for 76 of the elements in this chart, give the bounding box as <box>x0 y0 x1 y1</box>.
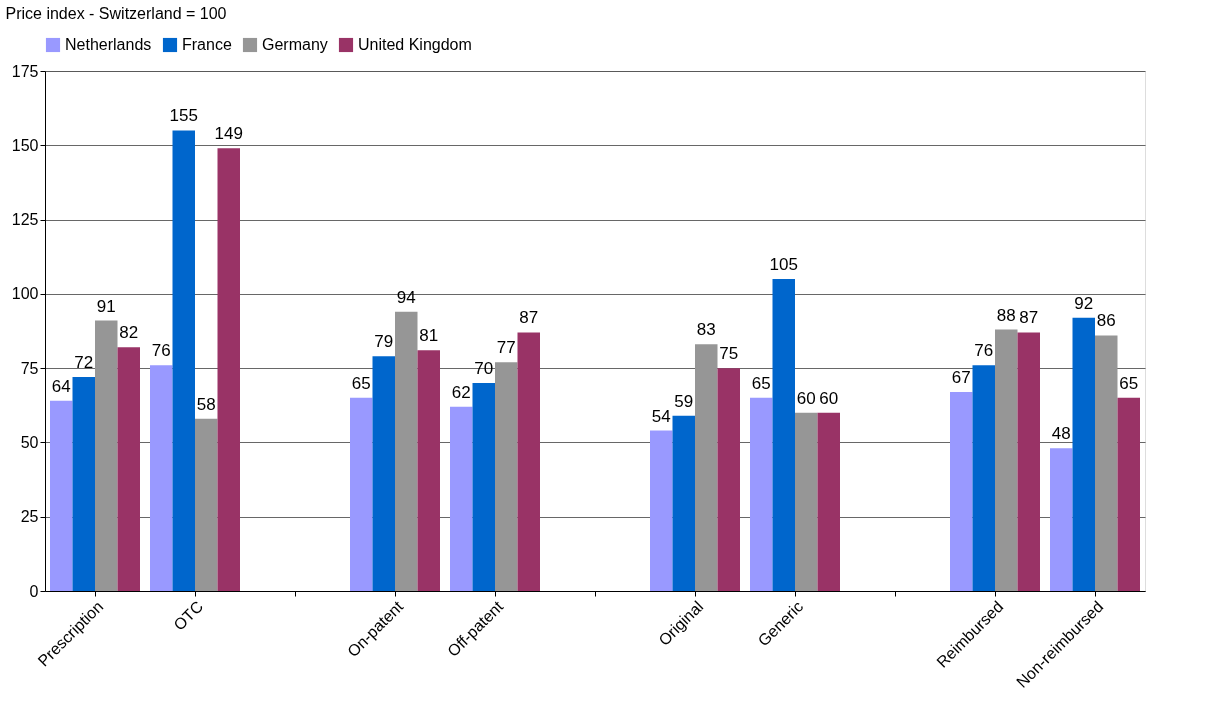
bar <box>650 430 673 591</box>
data-label: 77 <box>496 338 516 358</box>
y-tick-label: 50 <box>20 433 39 451</box>
data-label: 76 <box>974 341 994 361</box>
bar <box>1095 335 1118 591</box>
data-label: 88 <box>996 305 1016 325</box>
y-tick-label: 0 <box>29 582 39 600</box>
bar <box>495 362 518 591</box>
legend-label: United Kingdom <box>358 36 472 53</box>
bar <box>350 397 373 591</box>
y-tick-label: 175 <box>11 62 39 80</box>
data-label: 72 <box>74 353 94 373</box>
bar <box>817 412 840 591</box>
y-axis-title: Price index - Switzerland = 100 <box>5 4 227 22</box>
x-tick-label: OTC <box>170 597 207 634</box>
data-label: 75 <box>719 344 739 364</box>
y-tick-label: 75 <box>20 359 39 377</box>
bar <box>450 406 473 591</box>
data-label: 83 <box>696 320 716 340</box>
bar <box>117 347 140 591</box>
data-label: 67 <box>951 367 971 387</box>
bar <box>695 344 718 591</box>
bar <box>472 383 495 591</box>
data-label: 54 <box>651 406 671 426</box>
data-label: 105 <box>769 255 798 274</box>
bar <box>750 397 773 591</box>
data-label: 60 <box>819 388 839 408</box>
bar <box>1117 397 1140 591</box>
bar <box>950 391 973 591</box>
data-label: 65 <box>351 373 371 393</box>
data-label: 60 <box>796 388 816 408</box>
data-label: 81 <box>419 326 439 346</box>
data-label: 65 <box>751 373 771 393</box>
bar <box>1017 332 1040 591</box>
data-label: 87 <box>519 308 539 328</box>
bar <box>195 418 218 591</box>
data-label: 86 <box>1096 311 1116 331</box>
data-label: 48 <box>1051 424 1071 444</box>
bar <box>217 148 240 591</box>
data-label: 65 <box>1119 373 1139 393</box>
data-label: 87 <box>1019 308 1039 328</box>
bar <box>672 415 695 591</box>
y-tick-label: 25 <box>20 508 39 526</box>
data-label: 155 <box>169 106 198 126</box>
bar <box>772 279 795 591</box>
data-label: 79 <box>374 332 394 352</box>
bar <box>50 400 73 591</box>
data-label: 64 <box>51 376 71 396</box>
data-label: 92 <box>1074 293 1094 313</box>
bar <box>717 368 740 591</box>
legend-label: Germany <box>262 36 328 53</box>
y-tick-label: 125 <box>11 211 39 229</box>
legend-label: France <box>182 36 232 53</box>
data-label: 91 <box>96 296 116 316</box>
y-tick-label: 150 <box>11 136 39 154</box>
legend-label: Netherlands <box>65 36 152 53</box>
data-label: 62 <box>451 382 471 402</box>
data-label: 149 <box>214 124 243 144</box>
data-label: 82 <box>119 323 139 343</box>
data-label: 58 <box>196 394 216 414</box>
data-label: 76 <box>151 341 171 361</box>
bar <box>1050 448 1073 591</box>
bar <box>172 130 195 591</box>
bar <box>372 356 395 591</box>
bar <box>150 365 173 591</box>
bar <box>517 332 540 591</box>
bar <box>417 350 440 591</box>
bar <box>972 365 995 591</box>
bar <box>72 377 95 591</box>
bar <box>795 412 818 591</box>
data-label: 59 <box>674 391 694 411</box>
bar <box>95 320 118 591</box>
bar <box>395 311 418 591</box>
bar <box>1072 317 1095 591</box>
y-tick-label: 100 <box>11 285 39 303</box>
bar <box>995 329 1018 591</box>
